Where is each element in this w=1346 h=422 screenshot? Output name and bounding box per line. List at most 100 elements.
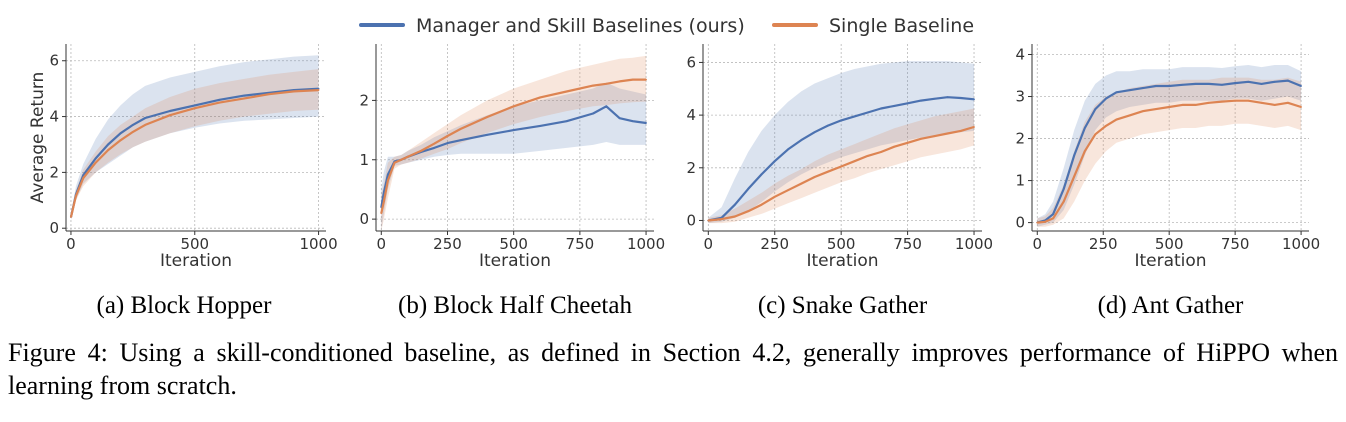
data-point-series-2 bbox=[119, 139, 122, 142]
data-point-series-2 bbox=[866, 155, 869, 157]
data-point-series-2 bbox=[1104, 125, 1107, 127]
data-point-series-1 bbox=[82, 174, 85, 177]
data-point-series-1 bbox=[618, 117, 621, 120]
data-point-series-2 bbox=[747, 210, 750, 213]
y-tick-label: 2 bbox=[49, 163, 59, 181]
data-point-series-2 bbox=[169, 114, 171, 117]
x-tick-label: 750 bbox=[566, 235, 595, 253]
data-point-series-2 bbox=[1044, 220, 1047, 223]
y-tick-label: 0 bbox=[1015, 214, 1025, 232]
subplot-4: 0 250 500 750 1000 0 1 2 3 4 Iteration (d) Ant Gath… bbox=[1015, 44, 1320, 319]
x-tick-label: 0 bbox=[1033, 235, 1043, 253]
data-point-series-1 bbox=[840, 119, 843, 122]
data-point-series-2 bbox=[292, 90, 295, 93]
data-point-series-2 bbox=[1194, 104, 1197, 106]
x-tick-label: 250 bbox=[760, 235, 789, 253]
data-point-series-1 bbox=[919, 99, 922, 102]
data-point-series-1 bbox=[486, 133, 489, 136]
data-point-series-2 bbox=[1141, 110, 1144, 113]
confidence-band-series-1 bbox=[708, 61, 974, 224]
data-point-series-2 bbox=[919, 137, 922, 140]
data-point-series-2 bbox=[1115, 118, 1118, 121]
data-point-series-1 bbox=[946, 96, 949, 99]
figure-caption: Figure 4: Using a skill-conditioned base… bbox=[8, 338, 1338, 400]
data-point-series-2 bbox=[880, 151, 882, 153]
data-point-series-2 bbox=[1168, 106, 1171, 108]
data-point-series-1 bbox=[800, 139, 803, 142]
subplot-1: 0 500 1000 0 2 4 6 Iteration Average Return (a) B… bbox=[28, 44, 338, 319]
data-point-series-2 bbox=[1155, 108, 1157, 111]
data-point-series-1 bbox=[813, 131, 816, 134]
data-point-series-1 bbox=[131, 124, 134, 126]
data-point-series-2 bbox=[393, 161, 396, 164]
data-point-series-2 bbox=[1221, 100, 1223, 103]
data-point-series-1 bbox=[119, 132, 122, 135]
data-point-series-2 bbox=[459, 127, 462, 130]
data-point-series-2 bbox=[243, 97, 246, 100]
data-point-series-2 bbox=[75, 195, 77, 198]
data-point-series-1 bbox=[933, 97, 936, 100]
data-point-series-1 bbox=[592, 112, 595, 115]
data-point-series-2 bbox=[1083, 150, 1086, 153]
y-tick-label: 3 bbox=[1015, 88, 1025, 106]
data-point-series-1 bbox=[1260, 83, 1263, 85]
data-point-series-1 bbox=[631, 120, 634, 123]
data-point-series-1 bbox=[387, 173, 389, 176]
data-point-series-2 bbox=[82, 177, 85, 179]
x-axis-label: Iteration bbox=[1134, 251, 1206, 271]
data-point-series-2 bbox=[605, 82, 608, 85]
data-point-series-1 bbox=[1083, 127, 1086, 129]
data-point-series-2 bbox=[1094, 133, 1097, 136]
subplot-3: 0 250 500 750 1000 0 2 4 6 Iteration (c) Snake Gat… bbox=[686, 44, 993, 319]
data-point-series-1 bbox=[1168, 85, 1171, 87]
data-point-series-1 bbox=[243, 94, 246, 97]
data-point-series-1 bbox=[1221, 83, 1223, 86]
data-point-series-1 bbox=[893, 104, 896, 107]
data-point-series-1 bbox=[787, 148, 789, 151]
data-point-series-2 bbox=[973, 126, 975, 128]
x-tick-label: 1000 bbox=[627, 235, 665, 253]
x-tick-label: 0 bbox=[704, 235, 714, 253]
data-point-series-2 bbox=[906, 141, 909, 144]
data-point-series-1 bbox=[1128, 89, 1131, 92]
x-tick-label: 1000 bbox=[299, 235, 337, 253]
data-point-series-1 bbox=[565, 120, 568, 123]
legend-label-1: Manager and Skill Baselines (ours) bbox=[416, 15, 745, 37]
data-point-series-2 bbox=[720, 218, 723, 221]
subplot-caption: (a) Block Hopper bbox=[97, 292, 273, 319]
data-point-series-2 bbox=[94, 161, 97, 164]
subplot-caption: (b) Block Half Cheetah bbox=[398, 292, 632, 319]
x-tick-label: 750 bbox=[893, 235, 922, 253]
data-point-series-1 bbox=[1052, 213, 1055, 216]
data-point-series-1 bbox=[1104, 97, 1107, 100]
y-tick-label: 6 bbox=[49, 52, 59, 70]
data-point-series-1 bbox=[1207, 83, 1210, 85]
data-point-series-2 bbox=[218, 101, 221, 104]
data-point-series-2 bbox=[813, 176, 816, 178]
data-point-series-2 bbox=[512, 105, 515, 108]
data-point-series-2 bbox=[1181, 104, 1184, 106]
data-point-series-2 bbox=[387, 179, 389, 182]
confidence-band-series-1 bbox=[1037, 65, 1302, 227]
data-point-series-2 bbox=[1073, 175, 1076, 178]
data-point-series-2 bbox=[1286, 101, 1289, 104]
data-point-series-2 bbox=[1128, 114, 1131, 117]
data-point-series-2 bbox=[707, 219, 710, 222]
data-point-series-2 bbox=[144, 124, 147, 126]
data-point-series-2 bbox=[1036, 221, 1039, 224]
data-point-series-1 bbox=[107, 143, 109, 146]
data-point-series-1 bbox=[1073, 154, 1076, 157]
data-point-series-1 bbox=[760, 173, 763, 176]
data-point-series-2 bbox=[1062, 200, 1065, 203]
y-tick-label: 1 bbox=[359, 151, 369, 169]
data-point-series-1 bbox=[1115, 91, 1118, 94]
data-point-series-1 bbox=[906, 102, 909, 105]
y-tick-label: 1 bbox=[1015, 172, 1025, 190]
y-tick-label: 0 bbox=[359, 210, 369, 228]
data-point-series-2 bbox=[959, 130, 962, 132]
data-point-series-1 bbox=[773, 160, 776, 163]
data-point-series-2 bbox=[131, 131, 134, 133]
data-point-series-1 bbox=[1273, 80, 1276, 83]
data-point-series-1 bbox=[433, 146, 436, 149]
